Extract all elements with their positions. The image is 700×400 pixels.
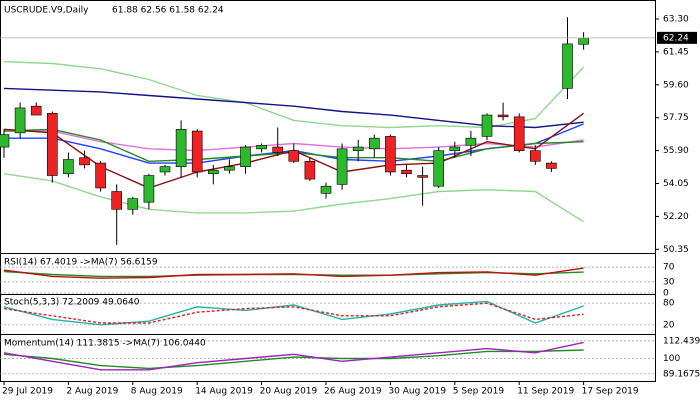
chart-layer: 63.30 61.45 59.60 57.75 55.90 54.05 52.20 50.35…	[0, 6, 700, 397]
candle-body	[385, 136, 396, 173]
x-tick-label: 20 Aug 2019	[260, 387, 318, 397]
indicator-line	[3, 300, 584, 326]
x-tick-label: 8 Aug 2019	[131, 387, 183, 397]
current-price-box	[657, 31, 697, 44]
chart-frame	[0, 0, 656, 382]
indicator-title: Momentum(14) 111.3815 ->MA(7) 106.0440	[4, 339, 206, 349]
x-tick-label: 5 Sep 2019	[453, 387, 505, 397]
candle-body	[352, 146, 364, 151]
candle-body	[481, 114, 493, 137]
candle-body	[79, 157, 90, 166]
y-tick-label: 100	[663, 354, 680, 364]
indicator-line	[3, 173, 584, 223]
candle-body	[143, 175, 155, 203]
y-tick-label: 80	[663, 299, 675, 309]
x-tick-label: 17 Sep 2019	[582, 387, 639, 397]
candle-body	[336, 148, 348, 185]
y-tick-label: 20	[663, 320, 675, 330]
chart-title: USCRUDE.V9,Daily	[4, 6, 89, 16]
candle-body	[529, 150, 541, 162]
candle-body	[546, 162, 557, 169]
indicator-title: Stoch(5,3,3) 72.2009 49.0640	[4, 298, 140, 308]
y-tick-label: 112.439	[663, 336, 700, 346]
candle-body	[159, 166, 171, 173]
indicator-line	[3, 341, 584, 371]
candle-body	[288, 150, 300, 162]
y-tick-label: 54.05	[663, 179, 689, 189]
candle-body	[63, 159, 74, 175]
candle-body	[256, 144, 267, 150]
y-tick-label: 89.1675	[663, 369, 700, 379]
candle-body	[401, 169, 412, 175]
y-tick-label: 63.30	[663, 15, 689, 25]
y-tick-label: 52.20	[663, 212, 689, 222]
candle-body	[497, 114, 509, 118]
candle-body	[191, 130, 203, 173]
candle-body	[578, 37, 589, 45]
candle-body	[0, 134, 10, 148]
candle-body	[320, 185, 332, 194]
candle-body	[224, 166, 235, 171]
candle-body	[562, 43, 573, 89]
x-tick-label: 11 Sep 2019	[517, 387, 574, 397]
y-tick-label: 57.75	[663, 113, 689, 123]
y-tick-label: 61.45	[663, 47, 689, 57]
indicator-line	[3, 349, 584, 370]
candle-body	[304, 160, 316, 180]
x-tick-label: 14 Aug 2019	[195, 387, 253, 397]
candle-body	[240, 146, 251, 167]
y-tick-label: 59.60	[663, 80, 689, 90]
candle-body	[95, 162, 106, 189]
x-tick-label: 2 Aug 2019	[66, 387, 118, 397]
y-tick-label: 55.90	[663, 146, 689, 156]
indicator-line	[3, 302, 584, 324]
indicator-title: RSI(14) 67.4019 ->MA(7) 56.6159	[4, 258, 158, 268]
candle-body	[272, 146, 284, 153]
x-tick-label: 26 Aug 2019	[324, 387, 382, 397]
y-tick-label: 70	[663, 263, 675, 273]
ohlc-values: 61.88 62.56 61.58 62.24	[112, 6, 224, 16]
candle-body	[30, 105, 42, 116]
candle-body	[368, 137, 380, 150]
candle-body	[449, 146, 461, 151]
current-price-label: 62.24	[663, 33, 689, 43]
candle-body	[175, 128, 187, 167]
indicator-line	[3, 267, 584, 279]
candle-body	[14, 107, 26, 134]
candle-body	[433, 150, 445, 187]
x-tick-label: 30 Aug 2019	[388, 387, 446, 397]
indicator-line	[4, 130, 584, 152]
y-tick-label: 30	[663, 277, 675, 287]
candle-body	[111, 191, 122, 210]
y-tick-label: 0	[663, 289, 669, 299]
candle-body	[465, 137, 477, 146]
y-tick-label: 50.35	[663, 245, 689, 255]
candle-body	[513, 116, 525, 151]
x-tick-label: 29 Jul 2019	[2, 387, 53, 397]
candle-body	[208, 169, 219, 175]
candle-body	[127, 198, 139, 210]
candle-body	[46, 112, 58, 176]
candle-body	[417, 175, 428, 178]
